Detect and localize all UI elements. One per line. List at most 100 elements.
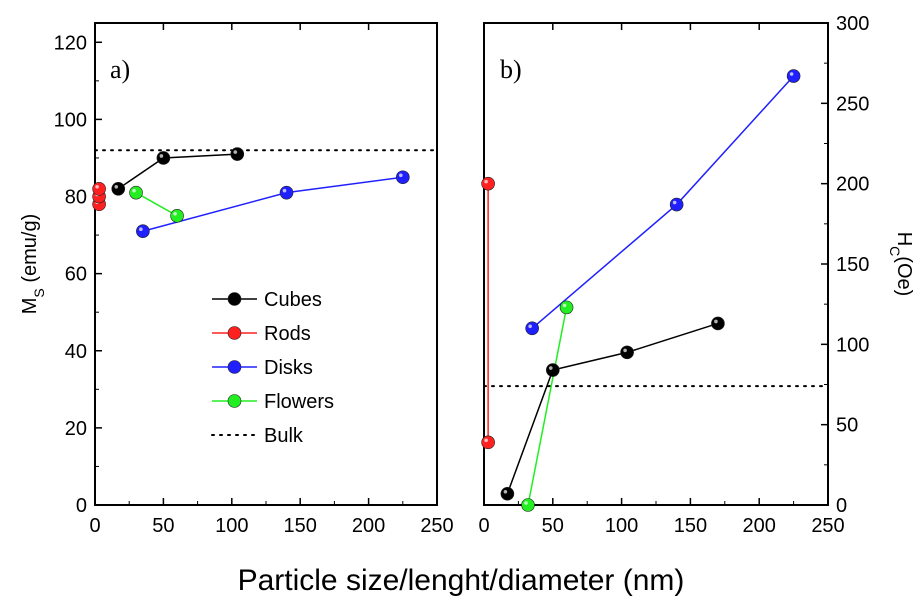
panel-a-flowers-point-highlight-0 bbox=[132, 188, 136, 193]
panel-a-disks-line bbox=[142, 176, 403, 232]
panel-b-disks-point-2 bbox=[786, 69, 801, 83]
panel-a-cubes-point-highlight-0 bbox=[114, 185, 119, 189]
panel-b-flowers-line bbox=[527, 307, 568, 506]
panel-a-ytick-label-0: 0 bbox=[76, 495, 87, 517]
panel-a-rods-point-highlight-2 bbox=[95, 185, 99, 189]
panel-a: 0 50 100 150 200 250 0 20 40 60 80 100 120 a) MS (em… bbox=[19, 22, 454, 537]
panel-b-ytick-label-300: 300 bbox=[836, 13, 869, 35]
panel-a-xtick-label-100: 100 bbox=[215, 515, 248, 537]
panel-b-ytick-label-150: 150 bbox=[836, 254, 869, 276]
panel-b-ytick-label-100: 100 bbox=[836, 334, 869, 356]
panel-b-disks-point-0 bbox=[525, 321, 539, 336]
legend: Cubes Rods Disks Flowers Bulk bbox=[211, 289, 334, 447]
panel-a-cubes-point-highlight-1 bbox=[159, 154, 164, 158]
panel-a-ytick-label-80: 80 bbox=[65, 187, 87, 209]
panel-a-label: a) bbox=[110, 55, 130, 84]
panel-b-xtick-label-150: 150 bbox=[674, 515, 707, 537]
panel-b-cubes-line bbox=[506, 322, 719, 495]
legend-flowers-label: Flowers bbox=[264, 391, 334, 413]
panel-a-ytick-label-20: 20 bbox=[65, 418, 87, 440]
panel-b-disks-line bbox=[531, 75, 795, 329]
panel-b-plot bbox=[481, 69, 829, 512]
panel-a-xtick-label-0: 0 bbox=[89, 515, 100, 537]
panel-b-xtick-label-50: 50 bbox=[542, 515, 564, 537]
panel-a-ylabel-unit: (emu/g) bbox=[19, 214, 41, 283]
legend-rods-marker bbox=[227, 326, 242, 340]
panel-b-disks-point-highlight-2 bbox=[789, 72, 794, 76]
panel-a-disks-point-highlight-0 bbox=[139, 227, 143, 232]
panel-b-flowers-point-highlight-1 bbox=[562, 303, 567, 308]
panel-b-flowers-point-highlight-0 bbox=[524, 501, 528, 505]
panel-a-flowers-point-0 bbox=[129, 185, 143, 200]
panel-b-ytick-label-0: 0 bbox=[836, 495, 847, 517]
panel-a-disks-point-0 bbox=[136, 224, 150, 239]
panel-a-ytick-label-100: 100 bbox=[54, 109, 87, 131]
legend-disks-marker bbox=[227, 360, 242, 374]
panel-b-rods-point-0 bbox=[481, 435, 495, 450]
panel-a-flowers-point-1 bbox=[170, 209, 184, 223]
legend-rods-label: Rods bbox=[264, 323, 311, 345]
panel-a-xtick-label-50: 50 bbox=[152, 515, 174, 537]
panel-b-ytick-label-200: 200 bbox=[836, 174, 869, 196]
panel-a-disks-point-highlight-1 bbox=[282, 188, 287, 193]
panel-a-ticks: 0 50 100 150 200 250 0 20 40 60 80 100 120 bbox=[54, 23, 454, 537]
panel-a-disks-point-highlight-2 bbox=[399, 173, 403, 178]
panel-b-cubes-point-3 bbox=[711, 316, 725, 331]
legend-disks-label: Disks bbox=[264, 357, 313, 379]
panel-a-rods-point-2 bbox=[92, 182, 106, 196]
panel-b-label: b) bbox=[500, 55, 522, 84]
panel-b-cubes-point-highlight-1 bbox=[549, 366, 553, 370]
panel-a-ytick-label-120: 120 bbox=[54, 32, 87, 54]
panel-b-xtick-label-0: 0 bbox=[478, 515, 489, 537]
figure-xlabel: Particle size/lenght/diameter (nm) bbox=[238, 564, 685, 597]
panel-a-ylabel: MS (emu/g) bbox=[19, 214, 47, 314]
panel-b-cubes-point-2 bbox=[620, 345, 634, 360]
panel-b-cubes-point-highlight-2 bbox=[623, 348, 627, 353]
panel-b-ytick-label-250: 250 bbox=[836, 93, 869, 115]
panel-a-flowers-line bbox=[135, 192, 178, 217]
panel-a-plot bbox=[92, 147, 438, 239]
panel-a-ytick-label-40: 40 bbox=[65, 341, 87, 363]
legend-cubes-marker bbox=[227, 292, 242, 306]
panel-b-xtick-label-250: 250 bbox=[811, 515, 844, 537]
panel-a-flowers-point-highlight-1 bbox=[173, 212, 177, 216]
panel-b-disks-point-highlight-0 bbox=[528, 324, 532, 329]
panel-b-cubes-point-1 bbox=[545, 363, 560, 377]
legend-flowers-marker bbox=[227, 394, 242, 408]
panel-a-xtick-label-150: 150 bbox=[284, 515, 317, 537]
panel-b-rods-point-1 bbox=[481, 176, 495, 191]
panel-b-disks-point-highlight-1 bbox=[672, 200, 677, 205]
panel-b-ylabel-sub: C bbox=[887, 246, 903, 256]
panel-a-cubes-point-1 bbox=[156, 151, 171, 165]
panel-a-cubes-point-2 bbox=[230, 147, 245, 161]
panel-b-flowers-point-1 bbox=[559, 300, 574, 315]
panel-a-cubes-line bbox=[117, 153, 238, 190]
panel-b-ylabel: HC(Oe) bbox=[887, 232, 915, 297]
legend-bulk-label: Bulk bbox=[264, 425, 304, 447]
panel-a-cubes-point-highlight-2 bbox=[233, 150, 238, 154]
panel-b-ytick-label-50: 50 bbox=[836, 415, 858, 437]
panel-b-rods-point-highlight-0 bbox=[484, 438, 488, 443]
panel-b-flowers-point-0 bbox=[521, 498, 535, 512]
panel-b-cubes-point-highlight-3 bbox=[714, 319, 718, 324]
panel-a-ytick-label-60: 60 bbox=[65, 264, 87, 286]
panel-a-disks-point-1 bbox=[279, 185, 294, 200]
panel-a-disks-point-2 bbox=[395, 170, 410, 185]
panel-b-xtick-label-200: 200 bbox=[743, 515, 776, 537]
legend-cubes-label: Cubes bbox=[264, 289, 322, 311]
panel-b-ylabel-unit: (Oe) bbox=[893, 256, 915, 296]
panel-a-xtick-label-250: 250 bbox=[420, 515, 453, 537]
panel-b-disks-point-1 bbox=[669, 197, 684, 212]
panel-b-cubes-point-0 bbox=[500, 486, 515, 501]
panel-a-cubes-point-0 bbox=[111, 182, 126, 196]
panel-b-xtick-label-100: 100 bbox=[605, 515, 638, 537]
panel-a-ylabel-sub: S bbox=[31, 288, 47, 297]
panel-b-ylabel-main: H bbox=[893, 232, 915, 246]
panel-a-ylabel-main: M bbox=[19, 298, 41, 315]
panel-b-cubes-point-highlight-0 bbox=[503, 489, 508, 494]
panel-a-xtick-label-200: 200 bbox=[352, 515, 385, 537]
panel-b-rods-point-highlight-1 bbox=[484, 179, 488, 184]
